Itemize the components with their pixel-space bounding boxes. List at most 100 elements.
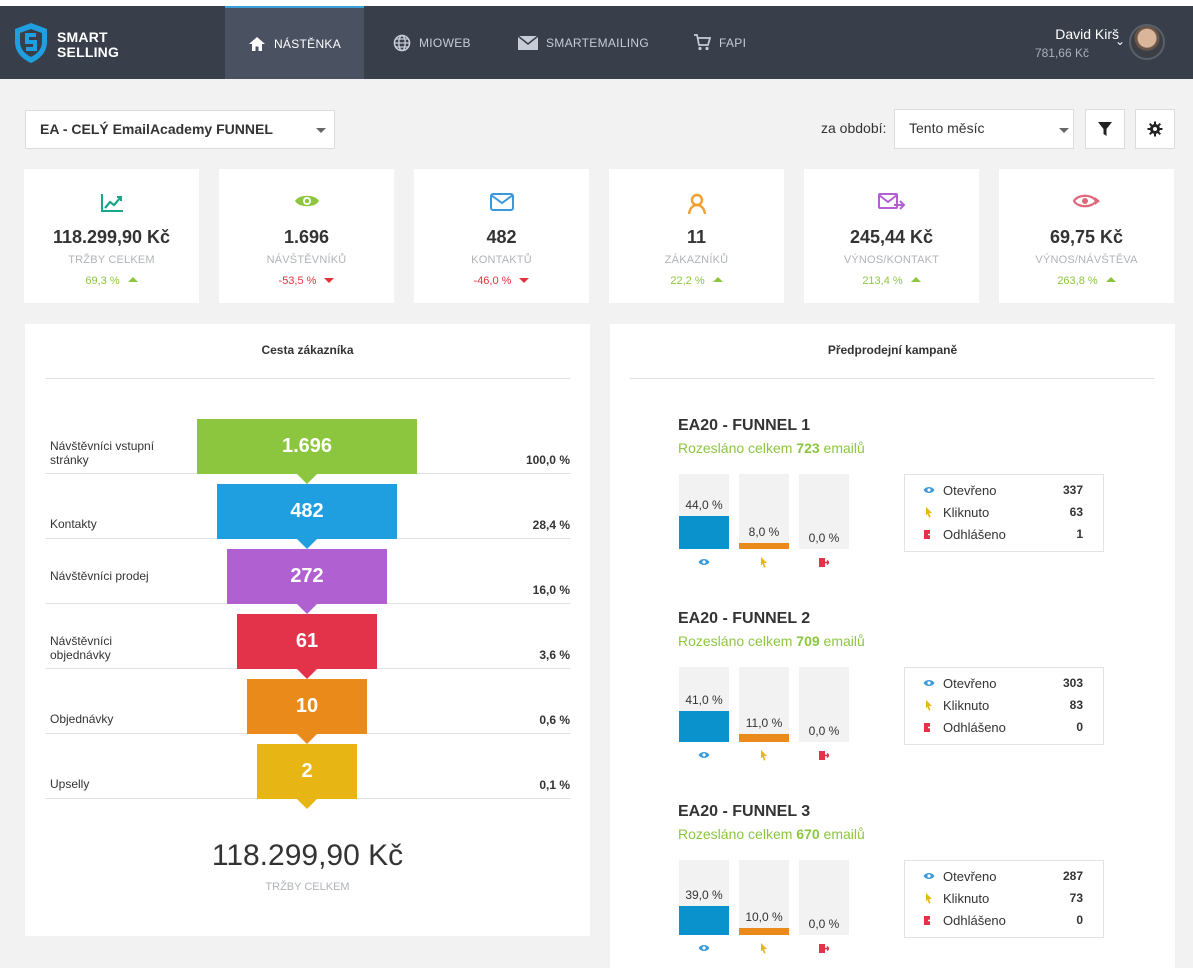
funnel-row-percent: 3,6 % bbox=[539, 648, 570, 662]
legend-unsubscribed: Odhlášeno 0 bbox=[923, 910, 1083, 930]
brand-line-1: SMART bbox=[57, 29, 108, 45]
legend-clicked: Kliknuto 63 bbox=[923, 502, 1083, 522]
unsubscribed-percent: 0,0 % bbox=[808, 531, 840, 545]
clicked-column: 10,0 % bbox=[739, 860, 789, 935]
clicked-count: 63 bbox=[1069, 505, 1083, 519]
opened-bar bbox=[679, 516, 729, 549]
avatar[interactable] bbox=[1129, 24, 1165, 60]
funnel-bar-value: 482 bbox=[290, 500, 324, 522]
opened-column: 39,0 % bbox=[679, 860, 729, 935]
stat-change: 22,2 % bbox=[609, 275, 784, 287]
funnel-bar-sales-visitors: 272 bbox=[227, 549, 387, 614]
envelope-icon bbox=[489, 193, 514, 211]
nav-label-fapi: FAPI bbox=[719, 35, 747, 50]
customer-journey-panel: Cesta zákazníka Návštěvníci vstupní strá… bbox=[25, 324, 590, 936]
globe-icon bbox=[393, 34, 411, 51]
cart-icon bbox=[694, 34, 711, 51]
campaign-sent-summary: Rozesláno celkem 709 emailů bbox=[678, 633, 865, 649]
stat-label: ZÁKAZNÍKŮ bbox=[664, 254, 729, 266]
cursor-icon bbox=[926, 699, 932, 711]
period-select[interactable]: Tento měsíc bbox=[894, 109, 1074, 149]
stat-card-revenue-per-contact: 245,44 Kč VÝNOS/KONTAKT 213,4 % bbox=[804, 169, 979, 303]
customer-journey-title: Cesta zákazníka bbox=[261, 343, 354, 357]
opened-percent: 41,0 % bbox=[685, 693, 723, 707]
caret-down-icon bbox=[316, 128, 326, 133]
unsubscribed-column: 0,0 % bbox=[799, 474, 849, 549]
stat-label: TRŽBY CELKEM bbox=[68, 254, 155, 266]
cursor-icon bbox=[739, 750, 789, 761]
campaign-sent-count: 709 bbox=[796, 633, 820, 649]
funnel-bar-value: 2 bbox=[301, 760, 313, 782]
clicked-count: 83 bbox=[1069, 698, 1083, 712]
stat-change: 213,4 % bbox=[804, 275, 979, 287]
clicked-percent: 11,0 % bbox=[745, 716, 783, 730]
eye-icon bbox=[923, 680, 935, 686]
nav-item-fapi[interactable]: FAPI bbox=[693, 6, 746, 79]
stat-label: KONTAKTŮ bbox=[471, 254, 532, 266]
funnel-bar-order-visitors: 61 bbox=[237, 614, 377, 679]
user-balance: 781,66 Kč bbox=[1034, 46, 1089, 60]
stat-value: 482 bbox=[486, 227, 517, 247]
trend-up-icon bbox=[712, 277, 723, 282]
clicked-count: 73 bbox=[1069, 891, 1083, 905]
eye-icon bbox=[923, 487, 935, 493]
campaign-stats-legend: Otevřeno 303 Kliknuto 83 Odhlášeno 0 bbox=[904, 667, 1104, 745]
campaign-title: EA20 - FUNNEL 1 bbox=[678, 417, 811, 434]
nav-item-mioweb[interactable]: MIOWEB bbox=[393, 6, 471, 79]
nav-item-smartemailing[interactable]: SMARTEMAILING bbox=[518, 6, 649, 79]
funnel-bar-upsells: 2 bbox=[257, 744, 357, 809]
funnel-row-percent: 0,1 % bbox=[539, 778, 570, 792]
nav-item-dashboard[interactable]: NÁSTĚNKA bbox=[225, 6, 364, 79]
unsubscribe-icon bbox=[799, 944, 849, 953]
divider bbox=[45, 378, 570, 379]
stat-card-customers: 11 ZÁKAZNÍKŮ 22,2 % bbox=[609, 169, 784, 303]
chart-icon bbox=[100, 194, 123, 212]
filter-button[interactable] bbox=[1085, 109, 1125, 149]
mail-send-icon bbox=[877, 193, 905, 210]
user-icon bbox=[687, 193, 706, 215]
unsubscribe-icon bbox=[799, 558, 849, 567]
cursor-icon bbox=[926, 892, 932, 904]
cursor-icon bbox=[739, 557, 789, 568]
trend-up-icon bbox=[1105, 277, 1116, 282]
trend-up-icon bbox=[127, 277, 138, 282]
caret-down-icon bbox=[1059, 128, 1069, 133]
opened-percent: 39,0 % bbox=[685, 888, 723, 902]
legend-unsubscribed: Odhlášeno 0 bbox=[923, 717, 1083, 737]
eye-icon bbox=[679, 944, 729, 952]
funnel-row-label: Návštěvníci vstupní stránky bbox=[50, 439, 155, 467]
opened-column: 44,0 % bbox=[679, 474, 729, 549]
cursor-icon bbox=[926, 506, 932, 518]
eye-icon bbox=[294, 195, 319, 207]
opened-count: 337 bbox=[1062, 483, 1083, 497]
legend-clicked: Kliknuto 83 bbox=[923, 695, 1083, 715]
funnel-bar-contacts: 482 bbox=[217, 484, 397, 549]
nav-label-smartemailing: SMARTEMAILING bbox=[546, 35, 650, 50]
stat-change: 69,3 % bbox=[24, 275, 199, 287]
filter-icon bbox=[1098, 122, 1112, 136]
stat-card-revenue-per-visit: 69,75 Kč VÝNOS/NÁVŠTĚVA 263,8 % bbox=[999, 169, 1174, 303]
legend-opened: Otevřeno 337 bbox=[923, 480, 1083, 500]
clicked-column: 11,0 % bbox=[739, 667, 789, 742]
stat-label: NÁVŠTĚVNÍKŮ bbox=[266, 254, 347, 266]
funnel-row-percent: 100,0 % bbox=[525, 453, 570, 467]
total-revenue-value: 118.299,90 Kč bbox=[211, 839, 404, 872]
stat-label: VÝNOS/NÁVŠTĚVA bbox=[1035, 254, 1138, 266]
settings-button[interactable] bbox=[1135, 109, 1175, 149]
trend-down-icon bbox=[519, 278, 530, 283]
opened-percent: 44,0 % bbox=[685, 498, 723, 512]
unsubscribe-icon bbox=[924, 722, 935, 732]
unsubscribe-icon bbox=[924, 529, 935, 539]
nav-label-dashboard: NÁSTĚNKA bbox=[273, 36, 342, 51]
clicked-bar bbox=[739, 543, 789, 549]
smartselling-logo[interactable]: SMART SELLING bbox=[14, 20, 154, 66]
chevron-down-icon[interactable]: ⌄ bbox=[1114, 34, 1125, 48]
stat-card-revenue: 118.299,90 Kč TRŽBY CELKEM 69,3 % bbox=[24, 169, 199, 303]
opened-bar bbox=[679, 906, 729, 935]
brand-line-2: SELLING bbox=[57, 44, 120, 60]
funnel-select[interactable]: EA - CELÝ EmailAcademy FUNNEL bbox=[25, 110, 335, 149]
clicked-percent: 8,0 % bbox=[748, 525, 780, 539]
opened-count: 303 bbox=[1062, 676, 1083, 690]
funnel-row-percent: 0,6 % bbox=[539, 713, 570, 727]
stat-card-visitors: 1.696 NÁVŠTĚVNÍKŮ -53,5 % bbox=[219, 169, 394, 303]
